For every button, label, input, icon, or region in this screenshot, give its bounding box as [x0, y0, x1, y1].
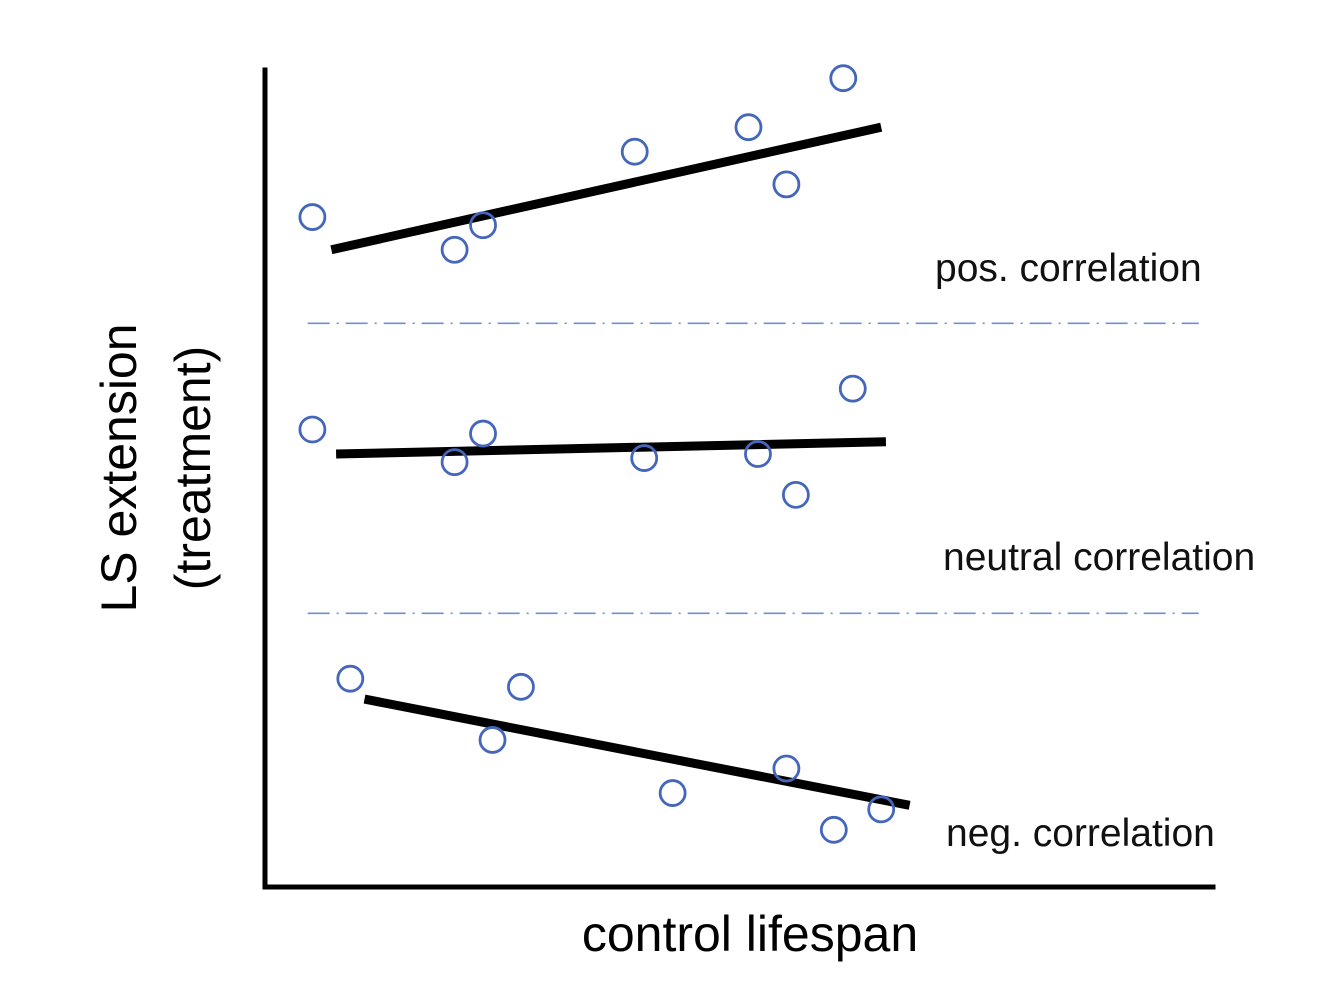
data-point-pos-correlation-4: [620, 137, 649, 166]
separator-lines: [307, 322, 1199, 615]
data-points: [298, 64, 896, 844]
trend-line-neg-correlation: [363, 694, 911, 810]
y-axis-label-group: LS extension (treatment): [91, 323, 221, 612]
data-point-neg-correlation-6: [819, 815, 848, 844]
trend-lines: [330, 122, 911, 810]
neutral-correlation-label: neutral correlation: [943, 536, 1255, 579]
data-point-pos-correlation-1: [298, 203, 327, 231]
data-point-neg-correlation-5: [772, 754, 801, 783]
data-point-neutral-correlation-1: [298, 415, 327, 444]
data-point-neg-correlation-4: [658, 779, 687, 807]
data-point-pos-correlation-6: [772, 170, 801, 199]
y-axis-label-line-2: (treatment): [165, 346, 221, 591]
data-point-pos-correlation-2: [440, 235, 469, 264]
neg-correlation-label: neg. correlation: [946, 812, 1215, 855]
data-point-neutral-correlation-6: [781, 480, 810, 509]
trend-line-pos-correlation: [330, 122, 883, 255]
y-axis-label-line-1: LS extension: [91, 323, 147, 612]
data-point-neg-correlation-1: [336, 664, 365, 693]
data-point-neutral-correlation-4: [630, 444, 659, 472]
data-point-neutral-correlation-5: [744, 440, 772, 468]
data-point-neg-correlation-7: [867, 795, 896, 824]
data-point-neg-correlation-2: [478, 726, 507, 754]
data-point-pos-correlation-7: [829, 64, 858, 93]
trend-line-neutral-correlation: [335, 437, 887, 459]
data-point-neutral-correlation-3: [469, 419, 497, 448]
data-point-neutral-correlation-7: [838, 374, 867, 403]
pos-correlation-label: pos. correlation: [935, 247, 1202, 290]
x-axis-label: control lifespan: [582, 906, 918, 962]
data-point-pos-correlation-5: [734, 113, 763, 142]
data-point-neg-correlation-3: [507, 672, 535, 701]
data-point-neutral-correlation-2: [440, 448, 469, 477]
data-point-pos-correlation-3: [469, 211, 497, 240]
